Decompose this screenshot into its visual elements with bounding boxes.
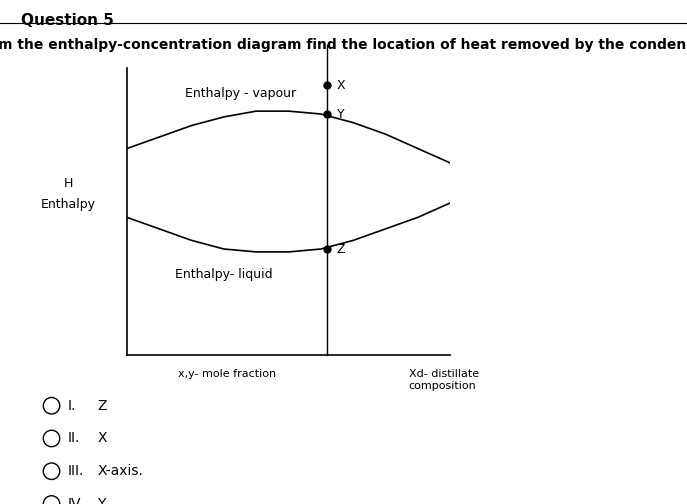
Text: x,y- mole fraction: x,y- mole fraction (178, 369, 275, 379)
Text: Z: Z (337, 242, 346, 256)
Text: X: X (337, 79, 346, 92)
Text: From the enthalpy-concentration diagram find the location of heat removed by the: From the enthalpy-concentration diagram … (0, 38, 687, 52)
Text: Question 5: Question 5 (21, 13, 113, 28)
Text: Y: Y (337, 107, 345, 120)
Text: Y: Y (98, 497, 106, 504)
Text: Z: Z (98, 399, 107, 413)
Text: Enthalpy: Enthalpy (41, 198, 96, 211)
Text: II.: II. (68, 431, 80, 446)
Text: Enthalpy- liquid: Enthalpy- liquid (175, 269, 273, 281)
Text: Xd- distillate
composition: Xd- distillate composition (409, 369, 479, 391)
Text: H: H (64, 177, 74, 191)
Text: Enthalpy - vapour: Enthalpy - vapour (185, 87, 295, 100)
Text: I.: I. (68, 399, 76, 413)
Text: III.: III. (68, 464, 85, 478)
Text: X: X (98, 431, 107, 446)
Text: IV.: IV. (68, 497, 84, 504)
Text: X-axis.: X-axis. (98, 464, 144, 478)
